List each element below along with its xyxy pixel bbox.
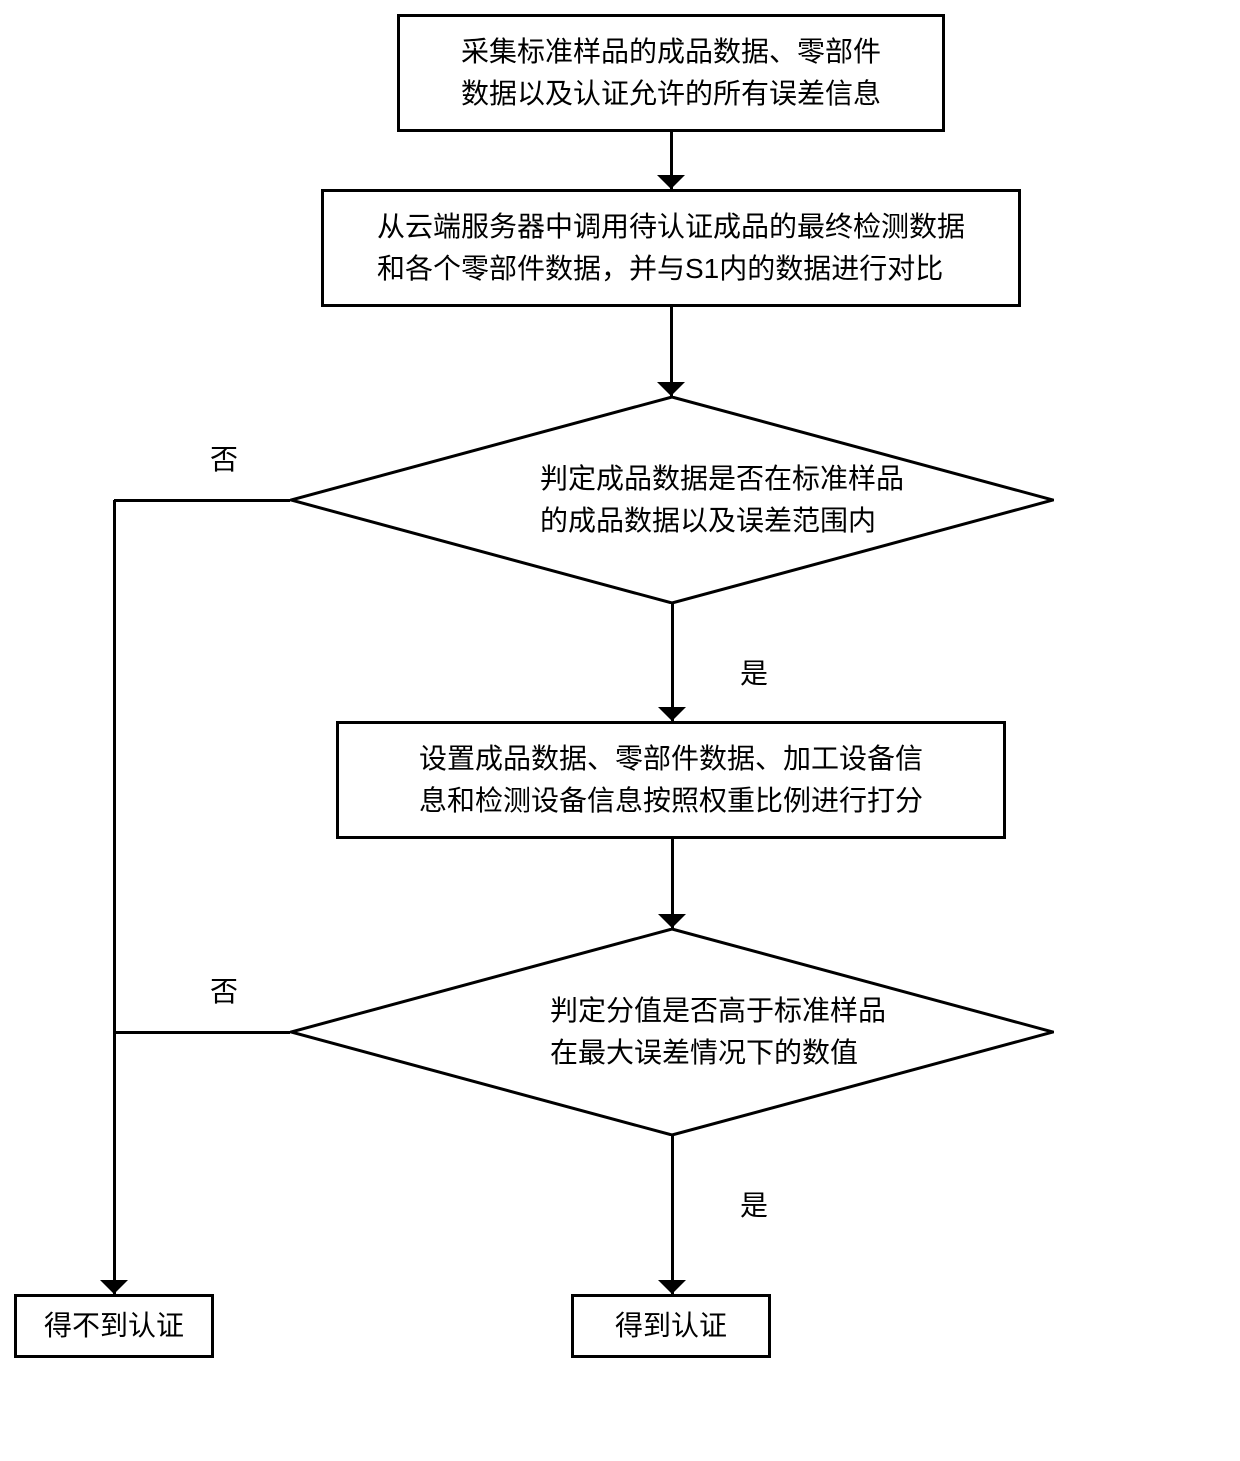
arrowhead-icon [658, 914, 686, 928]
connector-segment [671, 1136, 674, 1294]
flowchart-node-n1: 采集标准样品的成品数据、零部件 数据以及认证允许的所有误差信息 [397, 14, 945, 132]
flowchart-node-n4: 设置成品数据、零部件数据、加工设备信 息和检测设备信息按照权重比例进行打分 [336, 721, 1006, 839]
flowchart-container: 采集标准样品的成品数据、零部件 数据以及认证允许的所有误差信息从云端服务器中调用… [0, 0, 1240, 1461]
connector-segment [114, 499, 290, 502]
edge-label: 是 [740, 652, 768, 692]
connector-segment [113, 1032, 116, 1294]
node-text: 得到认证 [615, 1305, 727, 1347]
arrowhead-icon [658, 1280, 686, 1294]
flowchart-node-n6: 得不到认证 [14, 1294, 214, 1358]
node-text: 得不到认证 [44, 1305, 184, 1347]
flowchart-decision-n3: 判定成品数据是否在标准样品 的成品数据以及误差范围内 [290, 396, 1054, 604]
arrowhead-icon [657, 382, 685, 396]
node-text: 判定成品数据是否在标准样品 的成品数据以及误差范围内 [540, 458, 904, 542]
flowchart-decision-n5: 判定分值是否高于标准样品 在最大误差情况下的数值 [290, 928, 1054, 1136]
edge-label: 否 [210, 970, 238, 1010]
flowchart-node-n2: 从云端服务器中调用待认证成品的最终检测数据 和各个零部件数据，并与S1内的数据进… [321, 189, 1021, 307]
connector-segment [114, 1031, 290, 1034]
flowchart-node-n7: 得到认证 [571, 1294, 771, 1358]
node-text: 设置成品数据、零部件数据、加工设备信 息和检测设备信息按照权重比例进行打分 [419, 738, 923, 822]
node-text: 采集标准样品的成品数据、零部件 数据以及认证允许的所有误差信息 [461, 31, 881, 115]
node-text: 判定分值是否高于标准样品 在最大误差情况下的数值 [550, 990, 886, 1074]
arrowhead-icon [657, 175, 685, 189]
connector-segment [671, 604, 674, 721]
edge-label: 否 [210, 438, 238, 478]
edge-label: 是 [740, 1184, 768, 1224]
arrowhead-icon [658, 707, 686, 721]
node-text: 从云端服务器中调用待认证成品的最终检测数据 和各个零部件数据，并与S1内的数据进… [377, 206, 965, 290]
